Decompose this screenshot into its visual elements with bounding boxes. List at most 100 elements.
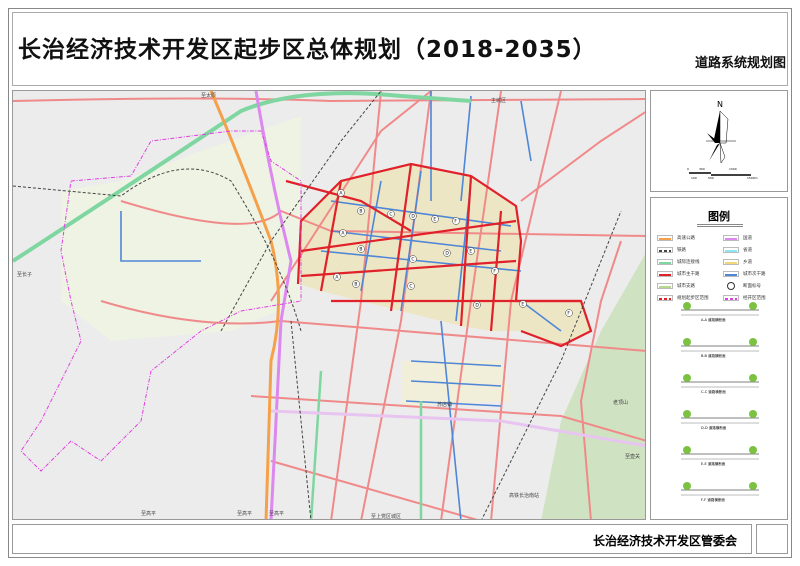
main-roads (285, 162, 593, 348)
svg-text:1500m: 1500m (747, 176, 758, 180)
section-marker (467, 247, 475, 255)
legend-swatch (657, 247, 673, 253)
compass-icon: N 0 100 300 500 1000 1500m (687, 100, 758, 180)
section-marker-label: F (493, 269, 496, 275)
section-marker-label: B (359, 209, 362, 215)
cross-section-label: D-D 道路横断面 (701, 425, 727, 430)
legend-swatch (657, 295, 673, 301)
section-marker (339, 229, 347, 237)
section-marker-label: B (354, 282, 357, 288)
label-gaoping-2: 至高平 (237, 510, 252, 517)
legend-swatch (657, 271, 673, 277)
cross-section: F-F 道路横断面 (681, 482, 759, 502)
svg-text:500: 500 (708, 176, 714, 180)
section-marker-label: E (469, 249, 472, 255)
cross-section: D-D 道路横断面 (681, 410, 759, 430)
cross-section: A-A 道路横断面 (681, 302, 759, 322)
section-marker (357, 245, 365, 253)
section-marker-label: B (359, 247, 362, 253)
section-marker (407, 282, 415, 290)
legend-swatch (657, 235, 673, 241)
section-marker (387, 210, 395, 218)
land-area (61, 116, 301, 341)
railways (13, 91, 622, 519)
legend-items: 高速公路 国道 铁路 省道 城际连接线 乡道 城市主干路 城市次干路 城市支路 断面标号 规划起步区… (657, 234, 785, 302)
legend-label: 城市主干路 (677, 272, 700, 277)
cross-section: B-B 道路横断面 (681, 338, 759, 358)
legend-swatch (723, 295, 739, 301)
cross-section: C-C 道路横断面 (681, 374, 759, 394)
svg-text:300: 300 (699, 167, 705, 171)
legend-label: 省道 (743, 248, 752, 253)
svg-text:100: 100 (691, 176, 697, 180)
section-marker-label: D (411, 214, 415, 220)
mountain-area (541, 254, 645, 519)
legend-item: 省道 (723, 246, 785, 254)
section-marker (333, 273, 341, 281)
section-marker (565, 309, 573, 317)
section-markers: A B C D E F A B C D E F A B C D E F (333, 189, 573, 317)
section-marker-label: D (445, 251, 449, 257)
label-shangdang: 至上党区城区 (371, 513, 401, 520)
section-marker (443, 249, 451, 257)
legend-label: 城市次干路 (743, 272, 766, 277)
label-sudian: 苏店镇 (437, 401, 452, 408)
section-marker-label: A (335, 275, 339, 281)
section-marker-label: A (341, 231, 345, 237)
legend-swatch (657, 283, 673, 289)
label-taiyuan: 至太原 (201, 92, 216, 99)
section-marker-label: D (475, 303, 479, 309)
legend-swatch (657, 259, 673, 265)
legend-item: 断面标号 (723, 282, 785, 290)
legend-label: 规划起步区范围 (677, 296, 709, 301)
legend-item: 国道 (723, 234, 785, 242)
footer-block: 长治经济技术开发区管委会 (12, 524, 752, 554)
section-marker (352, 280, 360, 288)
national-road (254, 91, 293, 519)
cross-section-label: C-C 道路横断面 (701, 389, 726, 394)
cross-section-label: F-F 道路横断面 (701, 497, 725, 502)
section-marker (473, 301, 481, 309)
intercity-road-south (309, 370, 323, 519)
svg-text:0: 0 (687, 167, 689, 171)
legend-title: 图例 (708, 210, 730, 223)
title-block (12, 12, 788, 86)
secondary-roads (120, 91, 562, 519)
cross-section-label: A-A 道路横断面 (701, 317, 726, 322)
label-laodingshan: 老顶山 (613, 399, 628, 406)
legend-item: 城市次干路 (723, 270, 785, 278)
legend-rule (697, 224, 743, 227)
cross-section: E-E 道路横断面 (681, 446, 759, 466)
legend-label: 铁路 (677, 248, 686, 253)
legend-item: 乡道 (723, 258, 785, 266)
legend-label: 断面标号 (743, 284, 761, 289)
legend-label: 乡道 (743, 260, 752, 265)
development-zone-boundary (20, 130, 302, 472)
section-marker (519, 300, 527, 308)
section-marker-label: C (389, 212, 392, 218)
label-gaoping-1: 至高平 (141, 510, 156, 517)
map-subtitle: 道路系统规划图 (694, 56, 786, 71)
legend-swatch (723, 259, 739, 265)
cross-section-label: B-B 道路横断面 (701, 353, 726, 358)
footer-org: 长治经济技术开发区管委会 (592, 534, 737, 548)
legend-item: 城市支路 (657, 282, 719, 290)
road-map[interactable]: A B C D E F A B C D E F A B C D E F 至太原 主城区 至长子 至高平 至高平 至… (12, 90, 646, 520)
section-marker (491, 267, 499, 275)
section-marker (337, 189, 345, 197)
section-marker-label: E (521, 302, 524, 308)
legend-item: 城市主干路 (657, 270, 719, 278)
label-south-station: 高铁长治南站 (509, 492, 539, 499)
section-marker (357, 207, 365, 215)
section-marker-label: E (433, 217, 436, 223)
section-marker-label: F (567, 311, 570, 317)
section-marker-label: F (454, 219, 457, 225)
section-marker (431, 215, 439, 223)
legend-item: 规划起步区范围 (657, 294, 719, 302)
legend-label: 城市支路 (677, 284, 695, 289)
north-arrow-panel: N 0 100 300 500 1000 1500m (650, 90, 788, 192)
legend-swatch (727, 282, 735, 290)
legend-item: 城际连接线 (657, 258, 719, 266)
map-canvas: A B C D E F A B C D E F A B C D E F 至太原 主城区 至长子 至高平 至高平 至… (13, 91, 645, 520)
map-title: 长治经济技术开发区起步区总体规划（2018-2035） (18, 37, 597, 63)
